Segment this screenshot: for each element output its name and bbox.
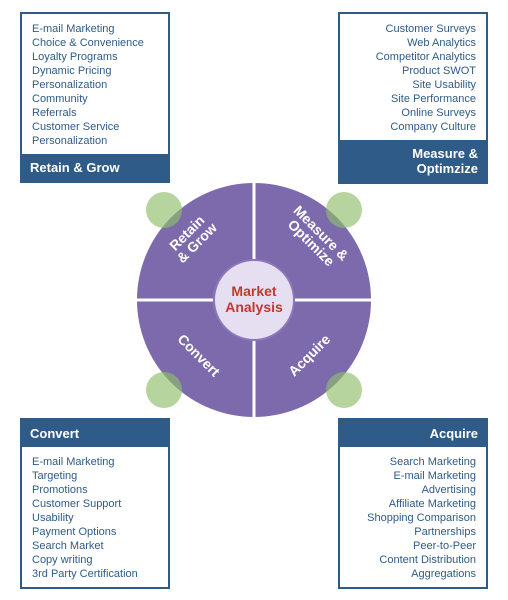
connector-dot-convert — [146, 372, 182, 408]
box-item: Personalization — [32, 134, 158, 148]
box-item: Advertising — [350, 483, 476, 497]
box-item: Web Analytics — [350, 36, 476, 50]
box-measure-optimize: Customer SurveysWeb AnalyticsCompetitor … — [338, 12, 488, 184]
box-item: Peer-to-Peer — [350, 539, 476, 553]
box-item: E-mail Marketing — [32, 455, 158, 469]
box-item: Promotions — [32, 483, 158, 497]
box-list-convert: E-mail MarketingTargetingPromotionsCusto… — [22, 447, 168, 587]
box-item: Loyalty Programs — [32, 50, 158, 64]
box-item: Targeting — [32, 469, 158, 483]
box-item: Product SWOT — [350, 64, 476, 78]
box-retain-grow: E-mail MarketingChoice & ConvenienceLoya… — [20, 12, 170, 183]
box-list-acquire: Search MarketingE-mail MarketingAdvertis… — [340, 447, 486, 587]
box-item: Customer Service — [32, 120, 158, 134]
connector-dot-measure — [326, 192, 362, 228]
box-item: Site Usability — [350, 78, 476, 92]
box-item: E-mail Marketing — [32, 22, 158, 36]
box-item: Partnerships — [350, 525, 476, 539]
box-title-retain: Retain & Grow — [22, 154, 168, 181]
box-item: Content Distribution — [350, 553, 476, 567]
box-item: Company Culture — [350, 120, 476, 134]
box-convert: ConvertE-mail MarketingTargetingPromotio… — [20, 418, 170, 589]
box-item: Community — [32, 92, 158, 106]
box-item: Aggregations — [350, 567, 476, 581]
box-item: Choice & Convenience — [32, 36, 158, 50]
box-item: Usability — [32, 511, 158, 525]
box-item: Referrals — [32, 106, 158, 120]
box-title-acquire: Acquire — [340, 420, 486, 447]
box-item: Search Marketing — [350, 455, 476, 469]
box-item: Competitor Analytics — [350, 50, 476, 64]
hub-label: MarketAnalysis — [225, 283, 283, 315]
box-list-measure: Customer SurveysWeb AnalyticsCompetitor … — [340, 14, 486, 140]
box-acquire: AcquireSearch MarketingE-mail MarketingA… — [338, 418, 488, 589]
box-item: Shopping Comparison — [350, 511, 476, 525]
box-item: Copy writing — [32, 553, 158, 567]
box-item: Personalization — [32, 78, 158, 92]
box-item: Search Market — [32, 539, 158, 553]
connector-dot-retain — [146, 192, 182, 228]
box-item: Dynamic Pricing — [32, 64, 158, 78]
connector-dot-acquire — [326, 372, 362, 408]
box-title-measure: Measure & Optimzize — [340, 140, 486, 182]
box-item: 3rd Party Certification — [32, 567, 158, 581]
box-item: Payment Options — [32, 525, 158, 539]
box-item: Site Performance — [350, 92, 476, 106]
box-item: Affiliate Marketing — [350, 497, 476, 511]
box-list-retain: E-mail MarketingChoice & ConvenienceLoya… — [22, 14, 168, 154]
box-item: E-mail Marketing — [350, 469, 476, 483]
box-item: Customer Surveys — [350, 22, 476, 36]
box-title-convert: Convert — [22, 420, 168, 447]
box-item: Customer Support — [32, 497, 158, 511]
box-item: Online Surveys — [350, 106, 476, 120]
